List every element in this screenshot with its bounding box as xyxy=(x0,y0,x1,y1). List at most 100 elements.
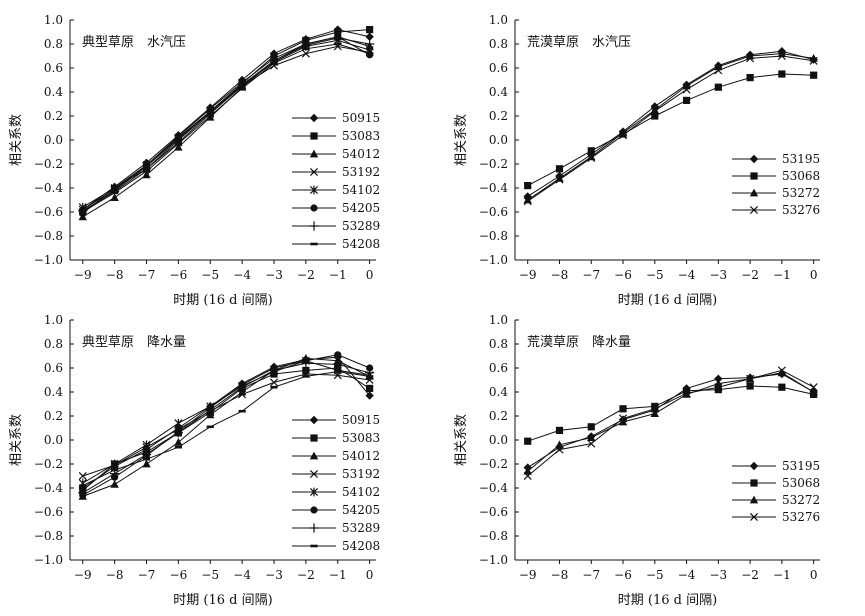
y-tick-label: −0.6 xyxy=(479,505,508,519)
legend-label: 54208 xyxy=(342,539,380,553)
legend-label: 53192 xyxy=(342,165,380,179)
x-tick-label: −2 xyxy=(297,568,315,582)
y-tick-label: −0.2 xyxy=(34,157,63,171)
marker-square xyxy=(555,426,564,434)
series-53276 xyxy=(523,51,818,206)
marker-x xyxy=(809,383,818,392)
marker-x xyxy=(714,383,723,392)
marker-plus xyxy=(333,359,343,369)
legend-label: 54012 xyxy=(342,449,380,463)
marker-circle xyxy=(334,351,342,359)
x-tick-label: 0 xyxy=(366,268,374,282)
x-tick-label: −4 xyxy=(233,568,251,582)
marker-diamond xyxy=(309,415,319,425)
marker-x xyxy=(555,445,564,454)
legend-label: 53192 xyxy=(342,467,380,481)
legend-label: 50915 xyxy=(342,413,380,427)
marker-plus xyxy=(78,488,88,498)
x-tick-label: −3 xyxy=(265,268,283,282)
marker-x xyxy=(523,197,532,206)
series-line xyxy=(82,43,370,213)
x-tick-label: 0 xyxy=(810,268,818,282)
series-line xyxy=(82,356,370,489)
legend-label: 53068 xyxy=(782,476,820,490)
y-tick-label: −0.6 xyxy=(34,205,63,219)
legend-item: 53272 xyxy=(732,493,820,507)
legend-label: 53272 xyxy=(782,493,820,507)
series-53068 xyxy=(524,382,818,445)
x-tick-label: −6 xyxy=(170,268,188,282)
marker-star xyxy=(142,440,151,450)
marker-triangle xyxy=(555,174,564,182)
marker-triangle xyxy=(618,417,628,426)
marker-triangle xyxy=(777,368,787,377)
marker-diamond xyxy=(749,461,759,471)
marker-square xyxy=(334,28,342,36)
marker-x xyxy=(555,175,564,184)
y-tick-label: 1.0 xyxy=(44,13,63,27)
series-line xyxy=(82,362,370,494)
x-tick-label: −8 xyxy=(106,268,124,282)
series-53289 xyxy=(78,33,375,216)
legend-item: 54205 xyxy=(292,201,380,215)
x-tick-label: −9 xyxy=(74,568,92,582)
y-tick-label: −0.6 xyxy=(479,205,508,219)
marker-plus xyxy=(301,358,311,368)
marker-square xyxy=(310,132,318,140)
series-53192 xyxy=(78,369,374,481)
legend-item: 50915 xyxy=(292,111,380,125)
marker-circle xyxy=(310,204,318,212)
marker-square xyxy=(682,96,691,104)
panel-title: 荒漠草原 降水量 xyxy=(527,335,631,350)
marker-dash xyxy=(302,375,310,378)
series-53195 xyxy=(523,369,818,472)
marker-triangle xyxy=(309,451,319,460)
marker-x xyxy=(746,374,755,383)
marker-dash xyxy=(270,61,278,65)
marker-square xyxy=(524,182,532,190)
y-tick-label: −0.8 xyxy=(479,229,508,243)
marker-triangle xyxy=(749,188,759,197)
series-53276 xyxy=(523,366,818,481)
marker-diamond xyxy=(309,113,319,123)
marker-star xyxy=(174,418,183,428)
y-tick-label: 0.8 xyxy=(44,37,63,51)
y-tick-label: 0.8 xyxy=(489,37,508,51)
legend-label: 50915 xyxy=(342,111,380,125)
x-tick-label: 0 xyxy=(366,568,374,582)
x-axis-title: 时期 (16 d 间隔) xyxy=(173,293,272,308)
panel-desert-steppe-precipitation: 荒漠草原 降水量 相关系数 时期 (16 d 间隔) 1.0 0.8 0.6 0.4 0… xyxy=(454,313,820,608)
legend-item: 53068 xyxy=(732,169,820,183)
y-tick-label: 0.2 xyxy=(44,109,63,123)
marker-triangle xyxy=(745,51,755,60)
x-tick-label: −7 xyxy=(582,268,600,282)
legend-label: 53289 xyxy=(342,219,380,233)
x-axis-title: 时期 (16 d 间隔) xyxy=(618,293,717,308)
x-tick-label: −1 xyxy=(773,268,791,282)
marker-x xyxy=(301,49,310,58)
marker-x xyxy=(618,131,628,140)
panel-typical-steppe-precipitation: 典型草原 降水量 相关系数 时期 (16 d 间隔) 1.0 0.8 0.6 0.4 0… xyxy=(9,313,380,608)
marker-square xyxy=(778,383,786,391)
marker-dash xyxy=(238,409,246,413)
y-tick-label: 1.0 xyxy=(44,313,63,327)
marker-triangle xyxy=(809,54,818,62)
legend-label: 53276 xyxy=(782,510,820,524)
marker-dash xyxy=(366,375,374,378)
y-tick-label: −0.2 xyxy=(479,157,508,171)
marker-plus xyxy=(205,405,215,415)
y-tick-label: −0.8 xyxy=(479,529,508,543)
marker-diamond xyxy=(174,423,183,433)
legend-label: 53272 xyxy=(782,186,820,200)
marker-dash xyxy=(142,169,151,173)
y-tick-label: 0.4 xyxy=(489,85,508,99)
legend: 50915 53083 54012 53192 54102 54205 53289 54208 xyxy=(292,413,380,553)
marker-x xyxy=(618,414,628,423)
series-line xyxy=(82,360,370,484)
series-54012 xyxy=(78,354,374,500)
x-tick-label: −2 xyxy=(741,268,759,282)
x-tick-label: −2 xyxy=(741,568,759,582)
x-tick-label: −7 xyxy=(138,268,156,282)
legend-label: 53195 xyxy=(782,152,820,166)
